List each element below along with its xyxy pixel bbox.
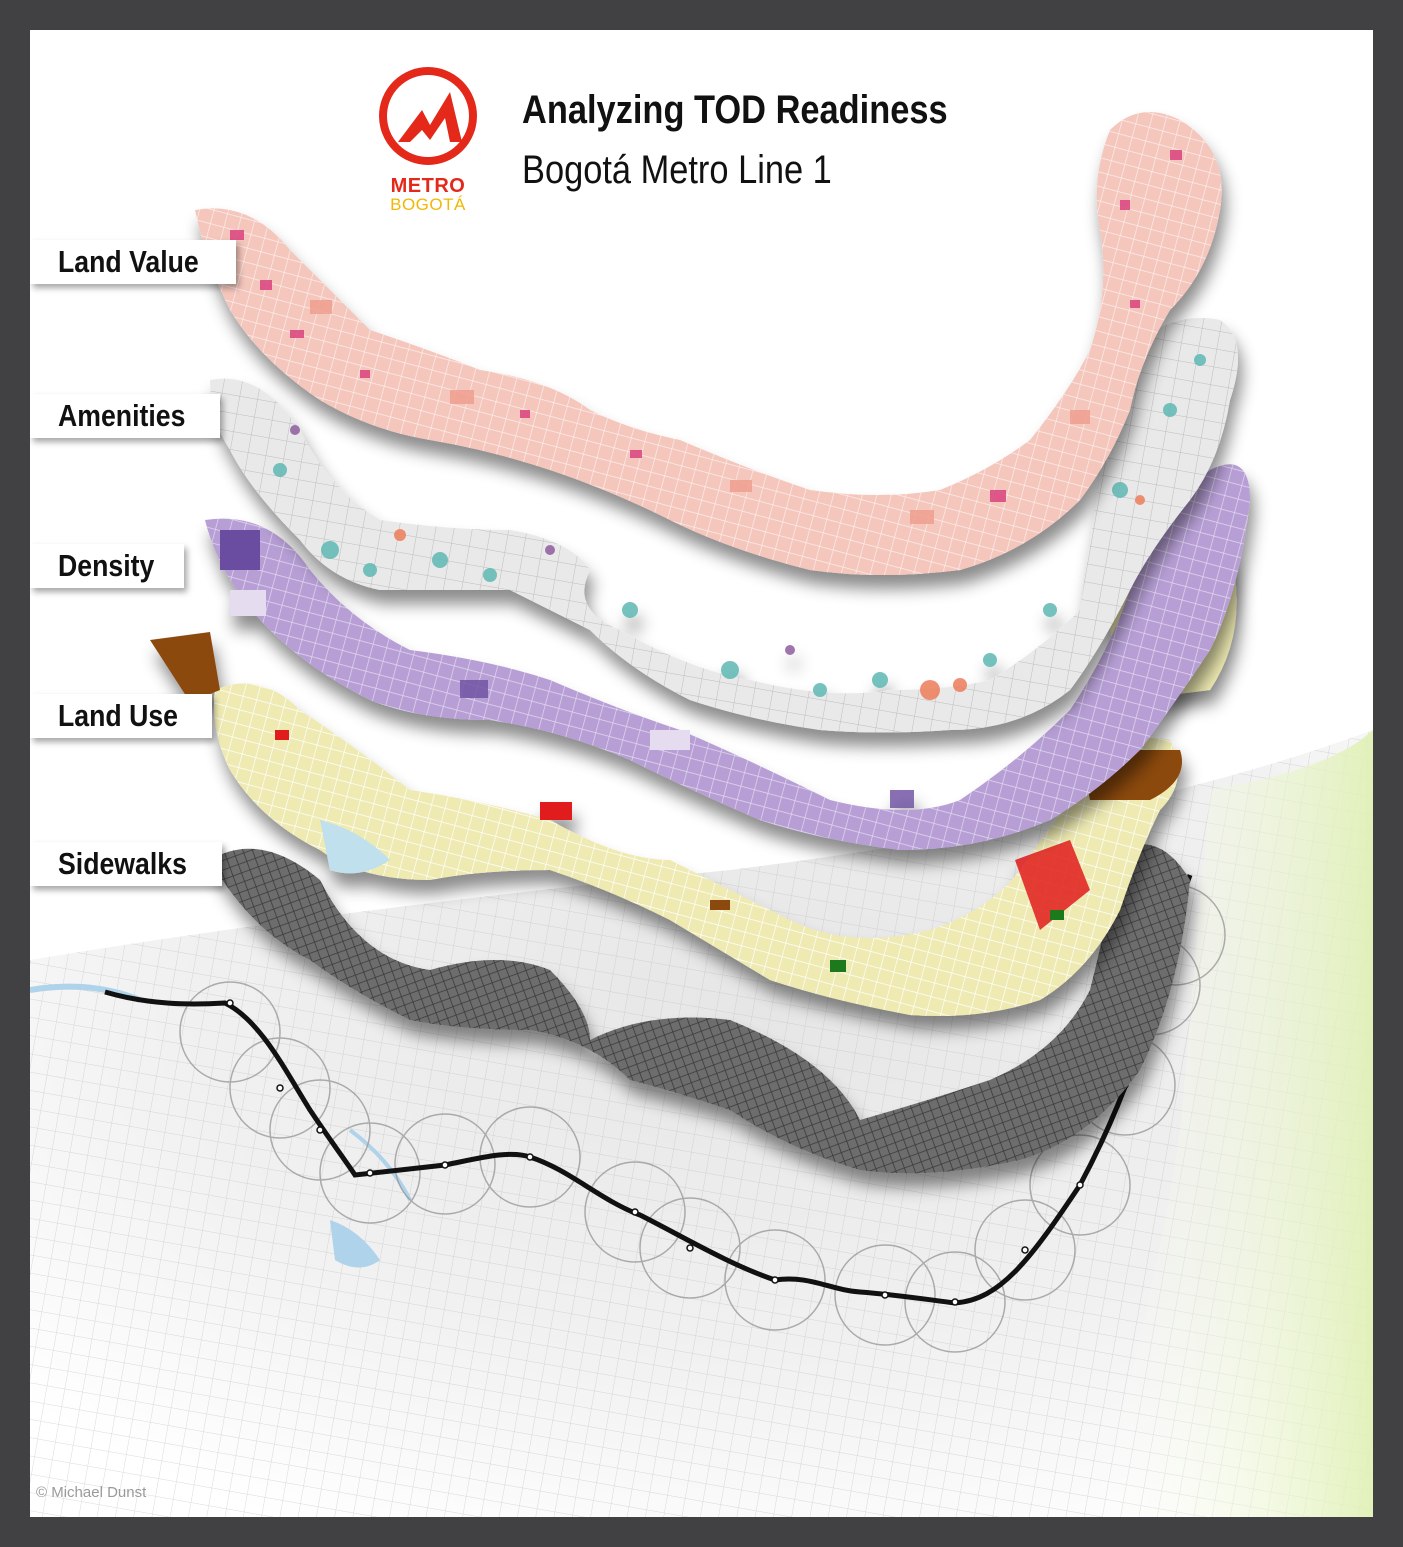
metro-line-1 bbox=[104, 874, 1193, 1306]
logo-text-metro: METRO bbox=[390, 175, 466, 197]
page-title: Analyzing TOD Readiness bbox=[522, 88, 948, 132]
base-city-map bbox=[30, 730, 1373, 1517]
map-illustration bbox=[30, 67, 1373, 1517]
layer-land-value bbox=[195, 112, 1222, 575]
layer-density bbox=[205, 464, 1250, 850]
layer-sidewalks bbox=[210, 844, 1190, 1174]
label-land-use: Land Use bbox=[30, 694, 212, 738]
label-density: Density bbox=[30, 544, 184, 588]
metro-bogota-logo bbox=[379, 67, 477, 165]
page-subtitle: Bogotá Metro Line 1 bbox=[522, 148, 832, 192]
label-amenities: Amenities bbox=[30, 394, 221, 438]
logo-text-bogota: BOGOTÁ bbox=[390, 195, 466, 214]
credit-text: © Michael Dunst bbox=[36, 1484, 147, 1501]
label-sidewalks: Sidewalks bbox=[30, 842, 222, 886]
label-land-value: Land Value bbox=[30, 240, 236, 284]
map-frame: METRO BOGOTÁ Analyzing TOD Readiness Bog… bbox=[30, 30, 1373, 1517]
